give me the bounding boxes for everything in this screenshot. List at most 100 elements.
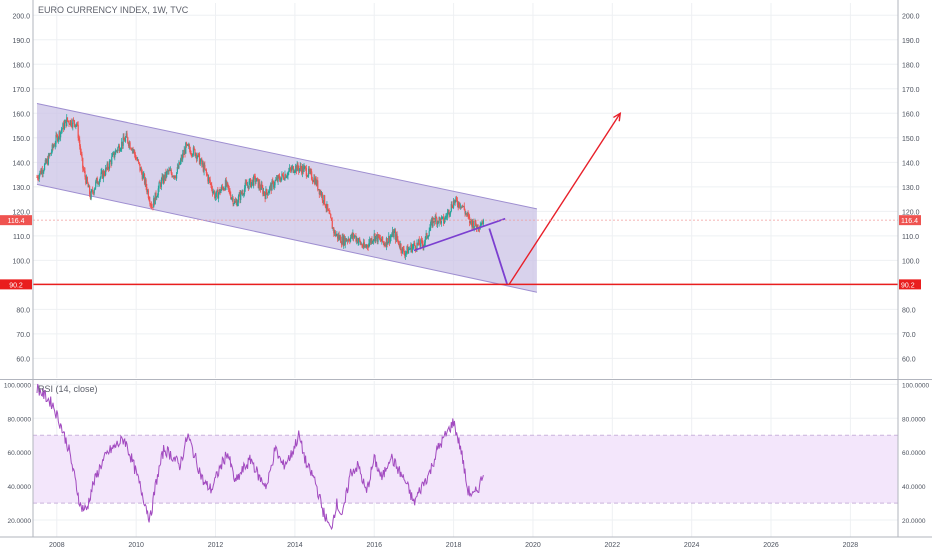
price-candle-body <box>105 167 107 175</box>
price-candle-body <box>302 166 304 172</box>
price-candle-body <box>108 168 110 170</box>
rsi-tick-label-right: 80.0000 <box>902 416 926 423</box>
price-candle-body <box>79 140 81 147</box>
price-candle-body <box>395 231 397 241</box>
price-candle-body <box>130 148 132 149</box>
arrow-head <box>613 111 622 122</box>
price-candle-body <box>90 191 92 199</box>
price-candle-body <box>459 202 461 208</box>
price-candle-body <box>378 237 381 239</box>
price-candle-body <box>195 153 198 159</box>
price-candle-body <box>300 165 302 169</box>
time-tick-label: 2022 <box>605 542 621 549</box>
price-candle-body <box>281 173 283 178</box>
price-candle-body <box>298 168 301 172</box>
price-tick-label-left: 120.0 <box>12 209 30 216</box>
rsi-tick-label-left: 80.0000 <box>8 416 32 423</box>
price-candle-body <box>264 194 266 199</box>
price-candle-body <box>238 193 240 197</box>
price-candle-body <box>114 154 116 158</box>
price-candle-body <box>366 244 368 247</box>
price-candle-body <box>370 238 372 243</box>
price-candle-body <box>320 193 323 196</box>
price-candle-body <box>71 125 73 127</box>
price-candle-body <box>193 147 195 150</box>
price-candle-body <box>298 168 300 172</box>
price-candle-body <box>467 213 469 216</box>
price-candle-body <box>413 242 415 246</box>
price-candle-body <box>83 170 85 171</box>
price-candle-body <box>432 217 434 227</box>
price-candle-body <box>82 168 85 171</box>
price-candle-body <box>379 237 381 241</box>
price-candle-body <box>217 190 219 199</box>
price-candle-body <box>82 157 84 169</box>
price-candle-body <box>478 228 481 230</box>
price-candle-body <box>270 184 272 191</box>
price-candle-body <box>240 191 243 194</box>
price-candle-body <box>139 163 141 171</box>
price-candle-body <box>44 159 46 165</box>
price-candle-body <box>417 239 420 245</box>
price-candle-body <box>137 159 139 161</box>
price-candle-body <box>140 168 143 173</box>
price-candle-body <box>377 234 379 242</box>
price-candle-body <box>98 183 100 185</box>
price-candle-body <box>40 170 42 174</box>
price-tick-label-right: 140.0 <box>902 160 920 167</box>
price-candle-body <box>395 234 397 241</box>
price-candle-body <box>442 216 444 218</box>
price-candle-body <box>85 176 87 184</box>
channel-lower-line <box>36 183 538 293</box>
price-tick-label-right: 190.0 <box>902 38 920 45</box>
price-candle-body <box>475 220 477 226</box>
price-candle-body <box>433 217 435 221</box>
price-candle-body <box>271 180 273 191</box>
price-candle-body <box>62 123 64 129</box>
price-candle-body <box>253 175 256 177</box>
price-candle-body <box>462 205 464 207</box>
price-candle-body <box>262 191 265 195</box>
price-candle-body <box>160 179 162 188</box>
price-candle-body <box>120 148 122 151</box>
price-candle-body <box>391 235 393 237</box>
rsi-tick-label-left: 40.0000 <box>8 484 32 491</box>
price-candle-body <box>375 236 377 242</box>
price-candle-body <box>93 190 95 194</box>
price-candle-body <box>221 186 223 191</box>
price-candle-body <box>266 189 268 193</box>
price-candle-body <box>279 176 281 180</box>
price-candle-body <box>301 166 304 174</box>
price-candle-body <box>272 181 275 188</box>
price-candle-body <box>444 216 446 221</box>
price-candle-body <box>394 231 396 233</box>
price-candle-body <box>421 240 423 245</box>
price-candle-body <box>367 246 369 248</box>
price-candle-body <box>362 246 364 248</box>
price-candle-body <box>265 189 267 199</box>
price-candle-body <box>243 188 246 195</box>
price-candle-body <box>159 182 161 184</box>
price-candle-body <box>88 185 90 188</box>
price-candle-body <box>229 190 231 195</box>
price-candle-body <box>433 220 436 222</box>
price-candle-body <box>443 220 446 224</box>
price-candle-body <box>311 179 314 182</box>
price-candle-body <box>199 160 201 165</box>
price-candle-body <box>201 158 203 165</box>
price-candle-body <box>260 184 262 190</box>
time-tick-label: 2020 <box>525 542 541 549</box>
chart-title: EURO CURRENCY INDEX, 1W, TVC <box>38 5 189 15</box>
price-candle-body <box>156 195 159 198</box>
price-candle-body <box>411 244 413 252</box>
price-candle-body <box>51 144 53 152</box>
price-candle-body <box>375 234 378 237</box>
price-candle-body <box>453 200 455 204</box>
price-candle-body <box>109 161 111 162</box>
price-candle-body <box>220 190 222 194</box>
price-candle-body <box>259 187 262 190</box>
price-candle-body <box>63 123 65 130</box>
price-candle-body <box>404 253 406 257</box>
price-candle-body <box>399 243 401 248</box>
price-candle-body <box>240 191 242 200</box>
